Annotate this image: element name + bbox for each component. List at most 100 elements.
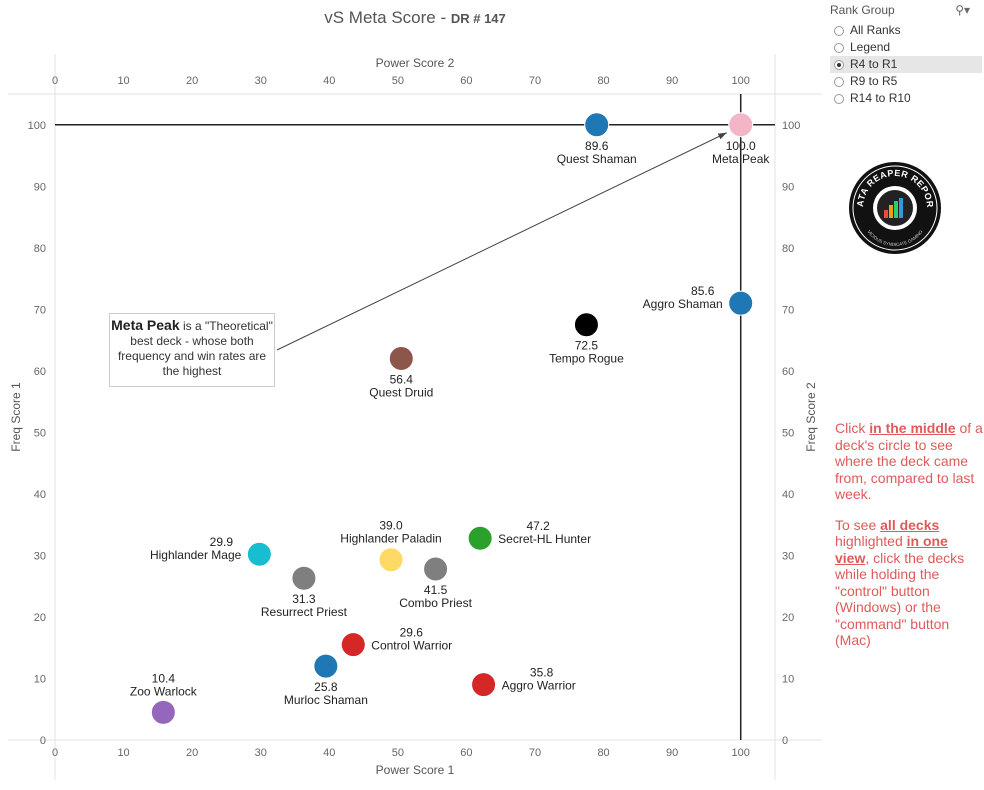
filter-option-label: Legend	[850, 40, 891, 54]
x-tick-label: 10	[117, 747, 129, 759]
x2-tick-label: 80	[597, 75, 609, 87]
deck-score-label: 10.4	[152, 671, 176, 685]
deck-point	[246, 541, 272, 567]
deck-point	[340, 632, 366, 658]
x2-tick-label: 40	[323, 75, 335, 87]
deck-name-label: Aggro Shaman	[643, 297, 723, 311]
deck-score-label: 72.5	[575, 339, 599, 353]
deck-name-label: Tempo Rogue	[549, 352, 624, 366]
y2-tick-label: 40	[782, 489, 794, 501]
callout-text: is a "Theoretical" best deck - whose bot…	[117, 319, 273, 378]
deck-score-label: 47.2	[526, 519, 550, 533]
instr-bold: all decks	[880, 516, 940, 533]
deck-score-label: 56.4	[390, 373, 414, 387]
y-tick-label: 0	[40, 735, 46, 747]
deck-point	[728, 290, 754, 316]
x2-tick-label: 0	[52, 75, 58, 87]
deck-point	[291, 565, 317, 591]
x2-tick-label: 50	[392, 75, 404, 87]
deck-point	[573, 312, 599, 338]
filter-title: Rank Group ⚲▾	[830, 3, 982, 19]
chart-title-main: vS Meta Score -	[324, 8, 451, 27]
x-tick-label: 50	[392, 747, 404, 759]
filter-option[interactable]: All Ranks	[830, 22, 982, 39]
deck-name-label: Secret-HL Hunter	[498, 532, 591, 546]
instructions-p2: To see all decks highlighted in one view…	[835, 517, 983, 649]
x2-tick-label: 20	[186, 75, 198, 87]
deck-name-label: Resurrect Priest	[261, 605, 348, 619]
instr-bold: in one view	[835, 533, 948, 566]
filter-options: All Ranks Legend R4 to R1 R9 to R5 R14 to R1…	[830, 22, 982, 107]
x-tick-label: 70	[529, 747, 541, 759]
x2-tick-label: 100	[732, 75, 750, 87]
deck-score-label: 39.0	[379, 519, 403, 533]
deck-point	[150, 699, 176, 725]
instr-bold: in the middle	[869, 420, 956, 436]
y2-tick-label: 90	[782, 181, 794, 193]
y-tick-label: 60	[34, 366, 46, 378]
y2-tick-label: 60	[782, 366, 794, 378]
x-tick-label: 30	[255, 747, 267, 759]
deck-score-label: 29.9	[210, 535, 234, 549]
y2-tick-label: 10	[782, 673, 794, 685]
filter-option[interactable]: R4 to R1	[830, 56, 982, 73]
y-tick-label: 100	[28, 120, 46, 132]
deck-name-label: Highlander Paladin	[340, 532, 441, 546]
x-tick-label: 100	[732, 747, 750, 759]
filter-option[interactable]: Legend	[830, 39, 982, 56]
chart-title: vS Meta Score - DR # 147	[0, 8, 830, 28]
chart-title-sub: DR # 147	[450, 11, 506, 26]
data-reaper-logo-icon: DATA REAPER REPORT VICIOUS SYNDICATE GAM…	[845, 160, 941, 254]
radio-icon[interactable]	[834, 93, 844, 104]
y-tick-label: 90	[34, 181, 46, 193]
instructions: Click in the middle of a deck's circle t…	[835, 420, 983, 663]
meta-peak-callout: Meta Peak is a "Theoretical" best deck -…	[109, 313, 275, 387]
y-tick-label: 70	[34, 304, 46, 316]
y-tick-label: 80	[34, 243, 46, 255]
x-tick-label: 80	[597, 747, 609, 759]
deck-name-label: Control Warrior	[371, 639, 452, 653]
x-tick-label: 40	[323, 747, 335, 759]
instr-text: , click the decks while holding the "con…	[835, 549, 965, 649]
deck-point	[471, 672, 497, 698]
deck-name-label: Quest Druid	[369, 386, 433, 400]
radio-icon[interactable]	[834, 25, 844, 36]
deck-score-label: 41.5	[424, 583, 448, 597]
arrow-head-icon	[717, 132, 727, 140]
callout-arrow	[276, 132, 727, 351]
x2-axis-title: Power Score 2	[376, 56, 455, 70]
filter-option-label: R4 to R1	[850, 57, 898, 71]
y2-tick-label: 80	[782, 243, 794, 255]
y2-axis-title: Freq Score 2	[804, 382, 818, 452]
deck-point	[388, 346, 414, 372]
deck-point	[423, 556, 449, 582]
instr-text: To see	[835, 516, 881, 533]
deck-score-label: 85.6	[691, 284, 715, 298]
x-tick-label: 20	[186, 747, 198, 759]
y-tick-label: 40	[34, 489, 46, 501]
y2-tick-label: 100	[782, 120, 800, 132]
y-axis-title: Freq Score 1	[9, 382, 23, 452]
deck-score-label: 31.3	[292, 592, 316, 606]
x2-tick-label: 10	[117, 75, 129, 87]
x-tick-label: 60	[460, 747, 472, 759]
rank-group-filter: Rank Group ⚲▾ All Ranks Legend R4 to R1 R9 …	[830, 3, 982, 107]
deck-name-label: Combo Priest	[399, 596, 472, 610]
y2-tick-label: 70	[782, 304, 794, 316]
filter-option-label: All Ranks	[850, 23, 901, 37]
deck-point	[467, 525, 493, 551]
filter-option[interactable]: R9 to R5	[830, 73, 982, 90]
radio-icon[interactable]	[834, 76, 844, 87]
deck-point	[313, 653, 339, 679]
radio-icon[interactable]	[834, 59, 844, 70]
deck-score-label: 29.6	[400, 626, 424, 640]
filter-option-label: R14 to R10	[850, 91, 911, 105]
x2-tick-label: 90	[666, 75, 678, 87]
deck-score-label: 100.0	[726, 139, 756, 153]
radio-icon[interactable]	[834, 42, 844, 53]
instr-text: highlighted	[835, 533, 907, 549]
search-dropdown-icon[interactable]: ⚲▾	[955, 3, 970, 17]
instr-text: of a deck's circle to see where the deck…	[835, 420, 983, 502]
filter-option[interactable]: R14 to R10	[830, 90, 982, 107]
y-tick-label: 10	[34, 673, 46, 685]
